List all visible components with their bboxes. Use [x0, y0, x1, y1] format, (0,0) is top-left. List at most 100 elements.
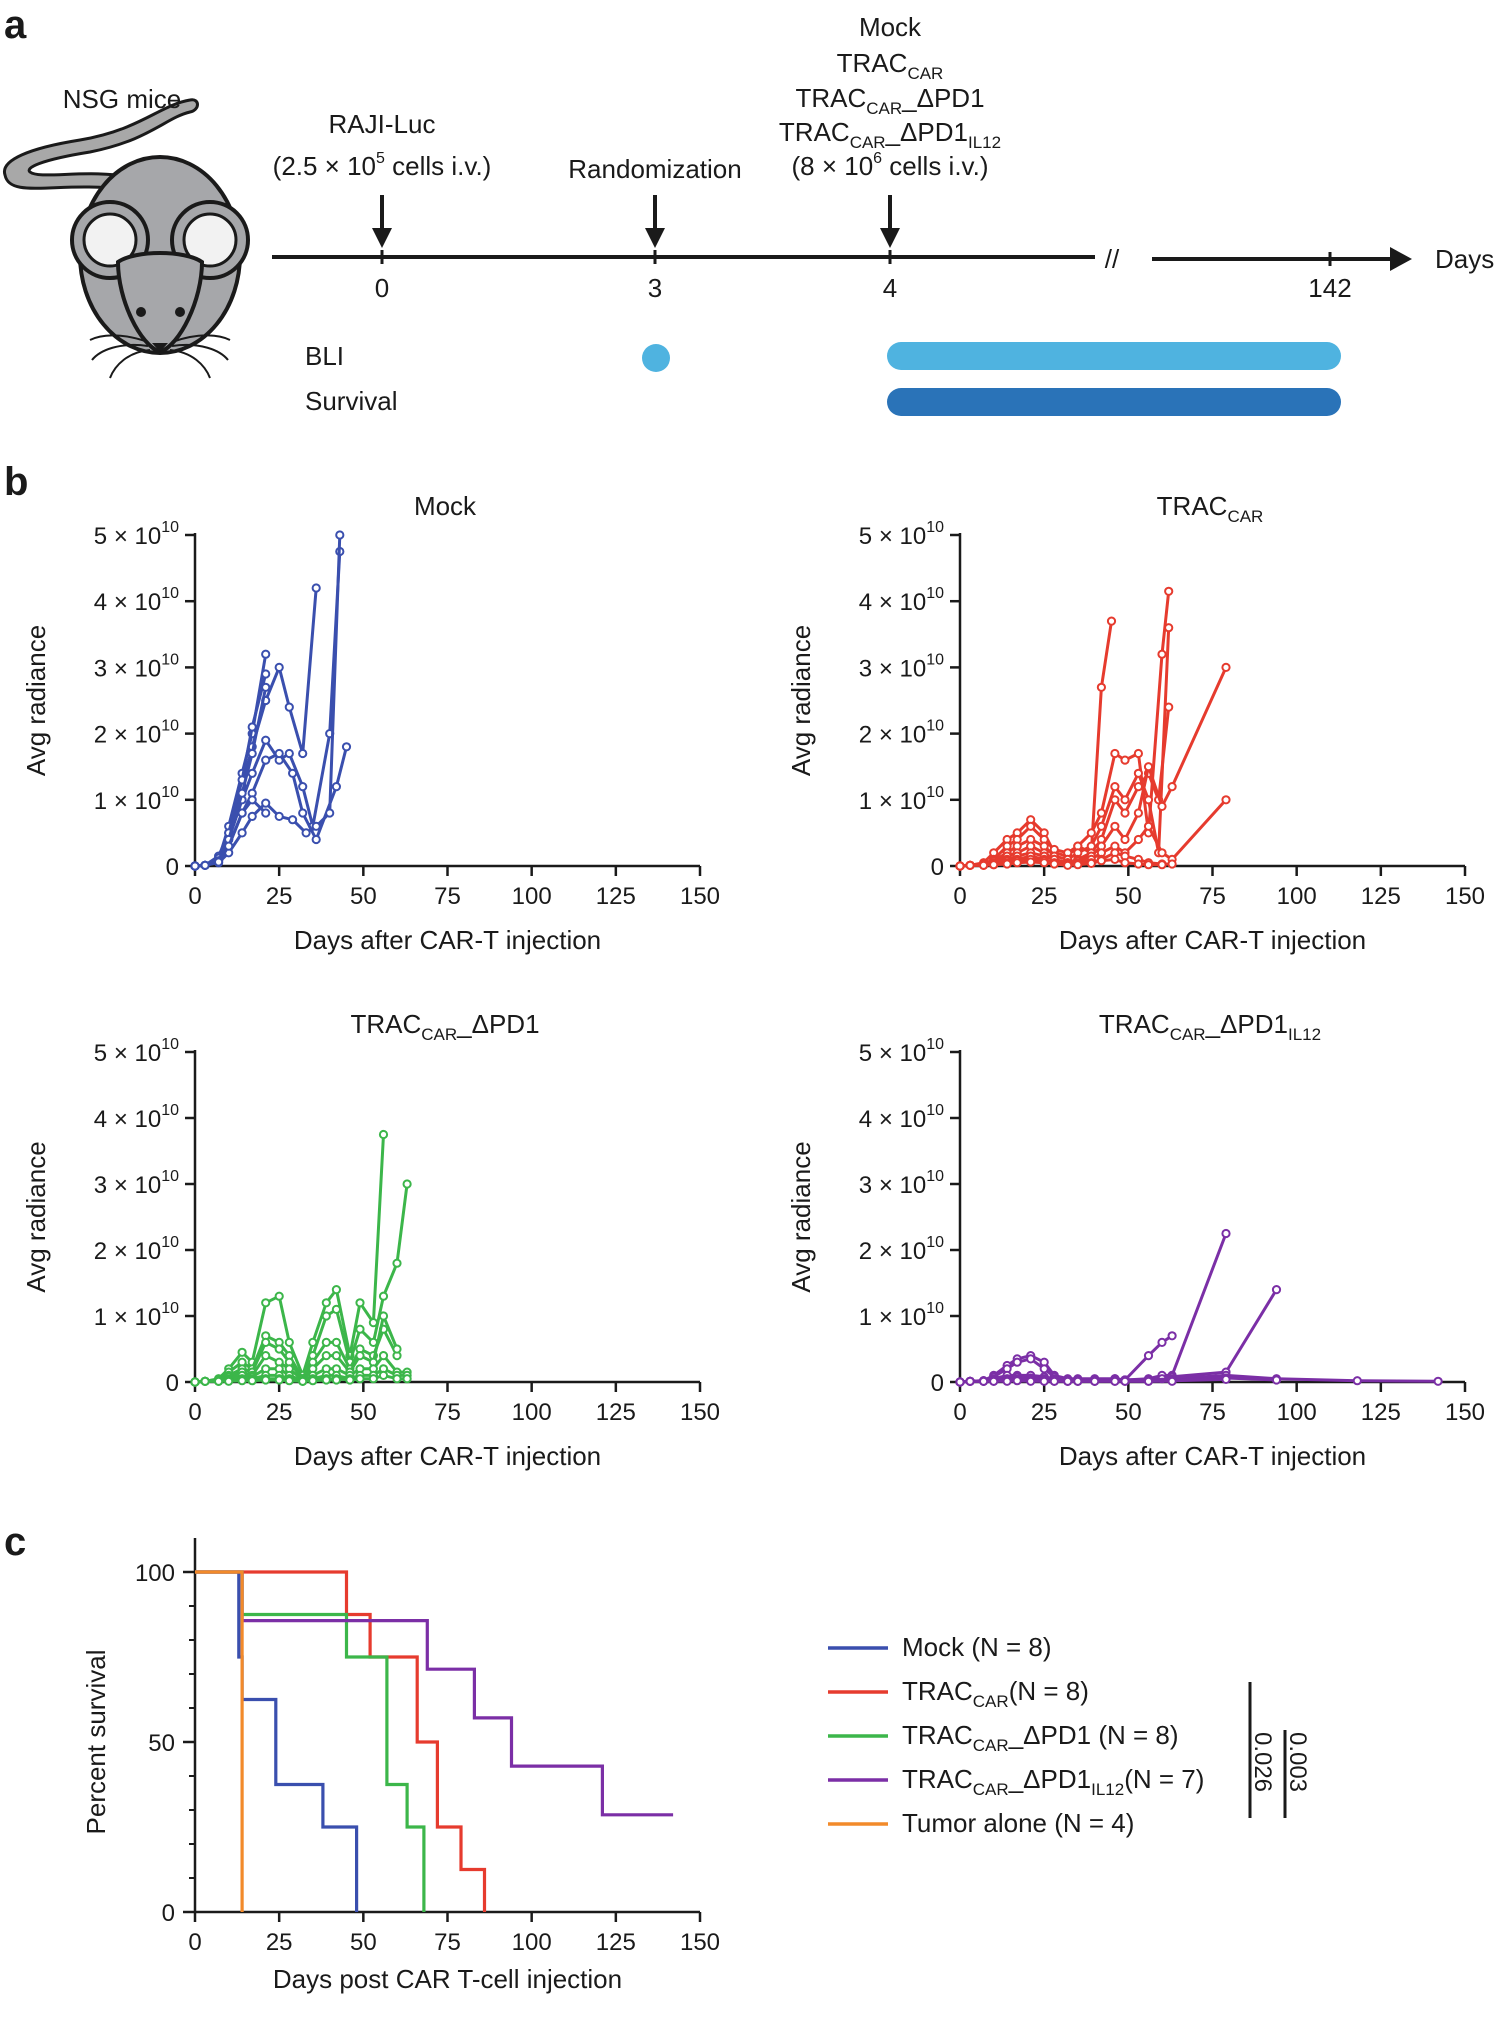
y-tick-label: 3 × 1010 — [859, 1168, 944, 1199]
mouse-eye-icon — [136, 307, 146, 317]
data-point — [200, 860, 210, 870]
chart-title-main: Mock — [414, 491, 477, 521]
y-tick-exponent: 10 — [161, 784, 179, 801]
data-point — [321, 1375, 331, 1385]
data-point — [261, 682, 271, 692]
group-tail-sub: IL12 — [968, 133, 1001, 152]
y-tick-label: 4 × 1010 — [94, 1102, 179, 1133]
y-tick-mantissa: 4 × 10 — [859, 589, 926, 616]
data-point — [1352, 1376, 1362, 1386]
data-point — [1120, 834, 1130, 845]
x-tick-label: 100 — [1277, 1399, 1317, 1426]
raji-dose-tail: cells i.v.) — [385, 151, 491, 181]
y-tick-exponent: 10 — [161, 585, 179, 602]
x-axis-label: Days after CAR-T injection — [294, 925, 601, 955]
data-point — [274, 1291, 284, 1301]
data-point — [288, 768, 298, 778]
y-tick-label: 1 × 1010 — [94, 784, 179, 815]
data-point — [1120, 755, 1130, 765]
data-point — [1026, 1354, 1036, 1364]
data-point — [1039, 858, 1049, 868]
chart-title-tail-sub: IL12 — [1288, 1025, 1321, 1044]
y-tick-mantissa: 1 × 10 — [94, 788, 161, 815]
legend-entry: TRACCAR(N = 8) — [902, 1676, 1089, 1711]
x-tick-label: 150 — [680, 883, 720, 910]
data-point — [274, 811, 284, 822]
data-point — [1049, 859, 1059, 869]
data-point — [1090, 1376, 1100, 1386]
data-point — [355, 1351, 365, 1361]
y-tick-mantissa: 5 × 10 — [859, 523, 926, 550]
y-tick-exponent: 10 — [926, 519, 944, 536]
group-name: TRAC — [837, 48, 908, 78]
data-point — [402, 1374, 412, 1384]
x-tick-label: 50 — [350, 1929, 377, 1956]
y-tick-label: 0 — [166, 1370, 179, 1397]
data-point — [200, 1376, 210, 1386]
data-point — [1164, 623, 1174, 633]
data-point — [1110, 854, 1120, 865]
data-point — [1164, 702, 1174, 712]
y-tick-mantissa: 2 × 10 — [94, 722, 161, 749]
y-axis-label: Avg radiance — [786, 625, 816, 776]
y-tick-exponent: 10 — [161, 718, 179, 735]
y-tick-exponent: 10 — [926, 718, 944, 735]
x-tick-label: 150 — [680, 1929, 720, 1956]
data-point — [331, 1375, 341, 1385]
series-line — [959, 591, 1171, 868]
chart-title: TRACCAR_ΔPD1 — [350, 1009, 539, 1044]
data-point — [1002, 1376, 1012, 1386]
y-tick-label: 0 — [162, 1900, 175, 1927]
data-point — [378, 1370, 389, 1381]
data-point — [1143, 860, 1154, 870]
data-point — [331, 1351, 341, 1361]
data-point — [378, 1291, 389, 1301]
data-point — [247, 811, 257, 822]
data-point — [1157, 860, 1167, 870]
data-point — [1110, 782, 1120, 792]
data-point — [1049, 1376, 1059, 1386]
legend-entry: Tumor alone (N = 4) — [902, 1808, 1134, 1838]
data-point — [1039, 1364, 1049, 1374]
mouse-left-ear-inner-icon — [82, 212, 138, 268]
survival-step-line — [195, 1570, 426, 1912]
x-tick-label: 0 — [188, 1929, 201, 1956]
y-tick-mantissa: 2 × 10 — [94, 1238, 161, 1265]
data-point — [247, 722, 257, 732]
data-point — [321, 1351, 331, 1361]
legend-name: Mock — [902, 1632, 965, 1662]
data-point — [1120, 808, 1130, 818]
legend-tail: _ΔPD1 — [1008, 1764, 1091, 1794]
data-point — [1026, 1376, 1036, 1386]
data-point — [955, 861, 965, 871]
data-point — [1026, 821, 1036, 831]
chart-title-sub: CAR — [1227, 507, 1263, 526]
x-tick-label: 100 — [512, 1399, 552, 1426]
y-tick-mantissa: 2 × 10 — [859, 722, 926, 749]
data-point — [321, 1311, 331, 1321]
group-sub: CAR — [866, 99, 902, 118]
data-point — [298, 808, 308, 818]
legend-bli-label: BLI — [305, 341, 344, 371]
data-point — [190, 1377, 200, 1387]
data-point — [1063, 860, 1073, 870]
data-point — [1167, 859, 1177, 869]
data-point — [214, 1376, 224, 1386]
legend-n: (N = 8) — [1009, 1676, 1089, 1706]
data-point — [284, 748, 294, 759]
data-point — [331, 1337, 341, 1348]
x-tick-label: 125 — [596, 1399, 636, 1426]
data-point — [308, 1376, 318, 1386]
event-randomization: Randomization — [568, 154, 741, 184]
data-point — [261, 1337, 271, 1348]
mouse-eye-icon — [175, 307, 185, 317]
data-point — [392, 1374, 402, 1384]
chart-title: Mock — [414, 491, 477, 521]
day-0-label: 0 — [375, 273, 389, 303]
y-tick-label: 5 × 1010 — [94, 519, 179, 550]
data-point — [1143, 795, 1154, 805]
x-tick-label: 75 — [1199, 883, 1226, 910]
data-point — [261, 1298, 271, 1308]
data-point — [1110, 821, 1120, 831]
